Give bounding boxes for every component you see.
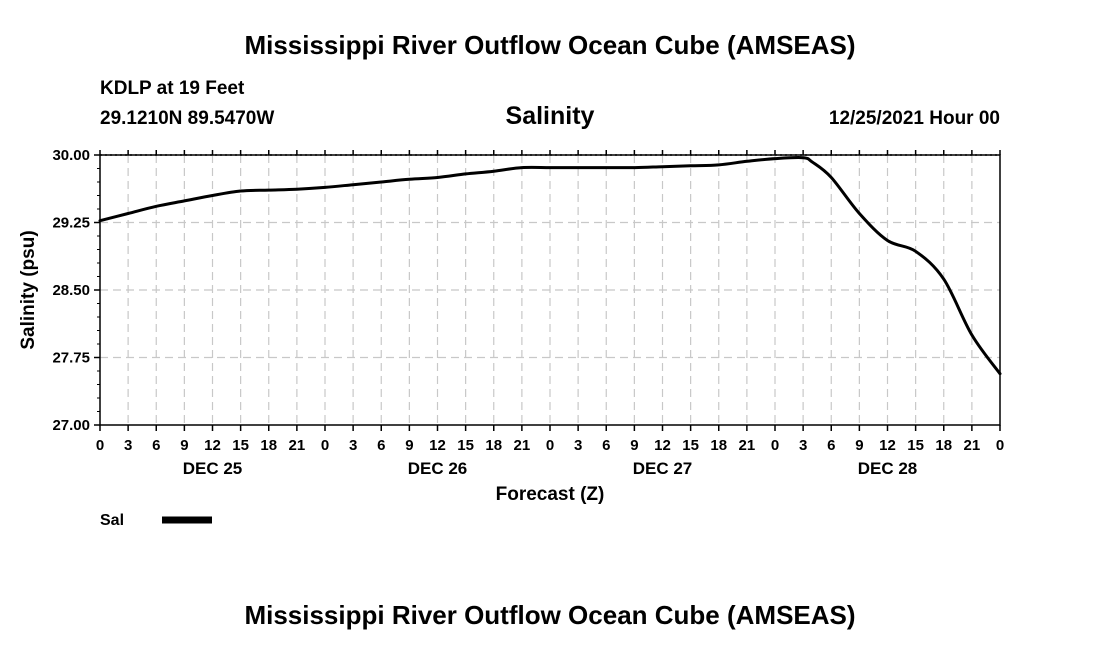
x-tick-label: 6: [152, 437, 160, 454]
x-tick-label: 3: [349, 437, 357, 454]
x-tick-label: 3: [574, 437, 582, 454]
legend-label: Sal: [100, 512, 124, 529]
x-tick-label: 15: [907, 437, 924, 454]
x-tick-label: 12: [204, 437, 221, 454]
x-tick-label: 0: [546, 437, 554, 454]
chart-title: Salinity: [506, 102, 595, 130]
x-tick-label: 6: [377, 437, 385, 454]
x-tick-label: 9: [630, 437, 638, 454]
day-label: DEC 27: [633, 459, 693, 478]
x-tick-label: 18: [260, 437, 277, 454]
y-axis-label: Salinity (psu): [18, 230, 39, 349]
forecast-datetime: 12/25/2021 Hour 00: [829, 108, 1000, 129]
x-tick-label: 18: [710, 437, 727, 454]
x-tick-label: 6: [827, 437, 835, 454]
day-label: DEC 26: [408, 459, 468, 478]
x-axis-label: Forecast (Z): [496, 484, 605, 505]
x-tick-label: 0: [96, 437, 104, 454]
x-tick-label: 12: [879, 437, 896, 454]
x-tick-label: 3: [124, 437, 132, 454]
x-tick-label: 0: [996, 437, 1004, 454]
day-label: DEC 28: [858, 459, 918, 478]
x-tick-label: 15: [682, 437, 699, 454]
grid-lines: [100, 155, 1000, 425]
y-axis-ticks: 30.00 29.25 28.50 27.75 27.00: [52, 147, 100, 434]
x-tick-label: 6: [602, 437, 610, 454]
y-tick-label: 29.25: [52, 215, 90, 232]
x-tick-label: 21: [514, 437, 531, 454]
x-tick-label: 21: [964, 437, 981, 454]
x-tick-label: 18: [485, 437, 502, 454]
coordinates-label: 29.1210N 89.5470W: [100, 108, 274, 129]
y-tick-label: 27.75: [52, 350, 90, 367]
y-tick-label: 28.50: [52, 282, 90, 299]
station-label: KDLP at 19 Feet: [100, 78, 245, 99]
x-tick-label: 15: [457, 437, 474, 454]
x-tick-label: 21: [739, 437, 756, 454]
x-tick-label: 18: [935, 437, 952, 454]
page-title: Mississippi River Outflow Ocean Cube (AM…: [244, 30, 855, 60]
x-tick-label: 12: [429, 437, 446, 454]
x-tick-label: 21: [289, 437, 306, 454]
x-tick-label: 3: [799, 437, 807, 454]
salinity-series-line: [98, 156, 1002, 376]
x-tick-label: 0: [321, 437, 329, 454]
x-tick-label: 9: [180, 437, 188, 454]
x-tick-label: 15: [232, 437, 249, 454]
day-labels: DEC 25 DEC 26 DEC 27 DEC 28: [183, 459, 918, 478]
x-tick-label: 9: [855, 437, 863, 454]
day-label: DEC 25: [183, 459, 243, 478]
y-tick-label: 30.00: [52, 147, 90, 164]
x-tick-label: 12: [654, 437, 671, 454]
footer-title: Mississippi River Outflow Ocean Cube (AM…: [244, 600, 855, 630]
x-tick-label: 0: [771, 437, 779, 454]
y-tick-label: 27.00: [52, 417, 90, 434]
x-tick-label: 9: [405, 437, 413, 454]
x-axis-ticks: 0 3 6 9 12 15 18 21 0 3 6 9 12 15 18 21 0 3 6 9 12 15 18 21 0 3 6 9…: [96, 150, 1004, 454]
